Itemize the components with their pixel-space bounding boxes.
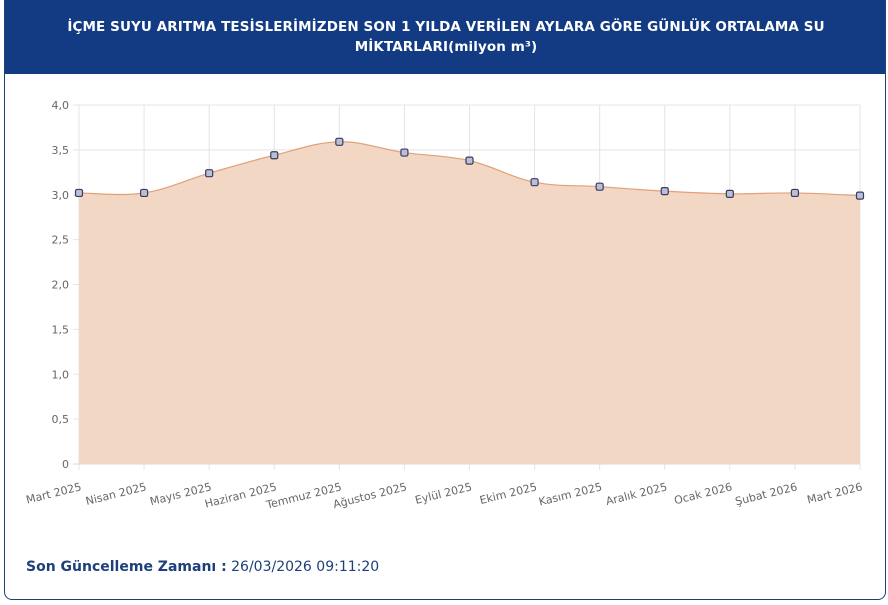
data-point[interactable]: [270, 151, 279, 160]
y-tick-label: 0,5: [52, 413, 70, 426]
area-chart: 0 0,5 1,0 1,5 2,0 2,5 3,0 3,5 4,0 Mart 2025 Nisan…: [25, 99, 865, 512]
x-tick-label: Aralık 2025: [604, 480, 668, 508]
data-point[interactable]: [790, 188, 800, 198]
data-point[interactable]: [74, 188, 84, 198]
area-layer: [78, 141, 861, 464]
last-update-label: Son Güncelleme Zamanı :: [26, 559, 227, 575]
y-tick-label: 4,0: [52, 99, 70, 112]
y-tick-label: 2,5: [52, 234, 70, 247]
x-tick-label: Mayıs 2025: [149, 480, 213, 508]
y-axis-ticks: 0 0,5 1,0 1,5 2,0 2,5 3,0 3,5 4,0: [52, 99, 70, 471]
data-point[interactable]: [530, 178, 539, 187]
chart-title: İÇME SUYU ARITMA TESİSLERİMİZDEN SON 1 Y…: [67, 19, 825, 55]
y-tick-label: 1,5: [52, 323, 70, 336]
last-update: Son Güncelleme Zamanı : 26/03/2026 09:11…: [26, 559, 379, 575]
x-tick-label: Ağustos 2025: [332, 480, 408, 511]
x-tick-label: Şubat 2026: [734, 480, 799, 508]
data-point[interactable]: [465, 156, 474, 165]
data-points: [74, 137, 865, 200]
y-tick-label: 1,0: [52, 368, 70, 381]
data-point[interactable]: [725, 189, 734, 198]
x-tick-label: Mart 2026: [806, 480, 864, 506]
x-tick-label: Ekim 2025: [478, 480, 538, 507]
data-point[interactable]: [139, 188, 149, 198]
y-tick-label: 3,0: [52, 189, 70, 202]
data-point[interactable]: [595, 182, 604, 191]
last-update-value: 26/03/2026 09:11:20: [231, 559, 380, 575]
chart-card: İÇME SUYU ARITMA TESİSLERİMİZDEN SON 1 Y…: [4, 0, 886, 600]
y-tick-label: 0: [62, 458, 69, 471]
data-point[interactable]: [400, 148, 409, 157]
x-tick-label: Mart 2025: [25, 480, 83, 506]
x-tick-label: Eylül 2025: [414, 480, 473, 507]
x-tick-label: Nisan 2025: [84, 480, 148, 508]
data-point[interactable]: [660, 187, 669, 196]
data-point[interactable]: [335, 137, 344, 146]
x-tick-label: Ocak 2026: [673, 480, 734, 507]
y-tick-label: 3,5: [52, 144, 70, 157]
area-fill: [79, 141, 860, 464]
chart-header: İÇME SUYU ARITMA TESİSLERİMİZDEN SON 1 Y…: [5, 0, 885, 74]
y-tick-label: 2,0: [52, 279, 70, 292]
data-point[interactable]: [205, 169, 214, 178]
data-point[interactable]: [855, 191, 865, 200]
x-tick-label: Kasım 2025: [537, 480, 603, 508]
